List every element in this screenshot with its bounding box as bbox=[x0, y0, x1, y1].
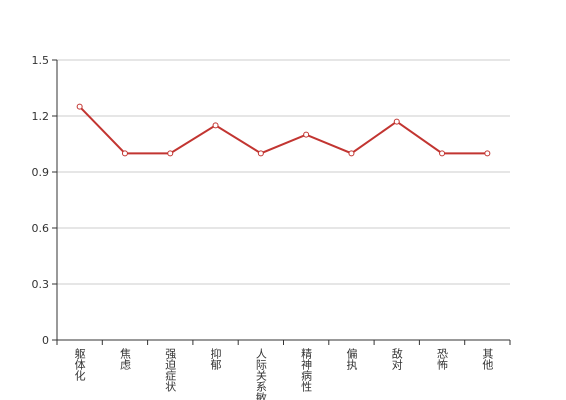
point bbox=[257, 150, 264, 157]
point bbox=[167, 150, 174, 157]
x-tick-label: 躯体化 bbox=[73, 348, 86, 382]
x-tick-label: 恐怖 bbox=[436, 348, 449, 370]
x-tick-label: 精神病性 bbox=[300, 348, 313, 393]
y-tick-label: 0.9 bbox=[32, 166, 50, 179]
y-tick-label: 1.2 bbox=[32, 110, 50, 123]
y-tick-label: 0 bbox=[42, 334, 49, 347]
point bbox=[303, 131, 310, 138]
point bbox=[212, 122, 219, 129]
point bbox=[393, 118, 400, 125]
x-tick-label: 强迫症状 bbox=[164, 348, 177, 392]
line bbox=[78, 105, 488, 155]
y-tick-label: 1.5 bbox=[32, 54, 50, 67]
point bbox=[439, 150, 446, 157]
point bbox=[484, 150, 491, 157]
x-tick-label: 其他 bbox=[481, 348, 494, 370]
x-tick-label: 人际关系敏感 bbox=[254, 348, 267, 400]
y-tick-label: 0.6 bbox=[32, 222, 50, 235]
point bbox=[76, 103, 83, 110]
x-tick-label: 敌对 bbox=[390, 347, 403, 370]
x-tick-label: 焦虑 bbox=[118, 348, 131, 370]
point bbox=[121, 150, 128, 157]
point bbox=[348, 150, 355, 157]
x-tick-label: 偏执 bbox=[345, 347, 358, 371]
x-tick-label: 抑郁 bbox=[209, 347, 222, 370]
y-tick-label: 0.3 bbox=[32, 278, 50, 291]
